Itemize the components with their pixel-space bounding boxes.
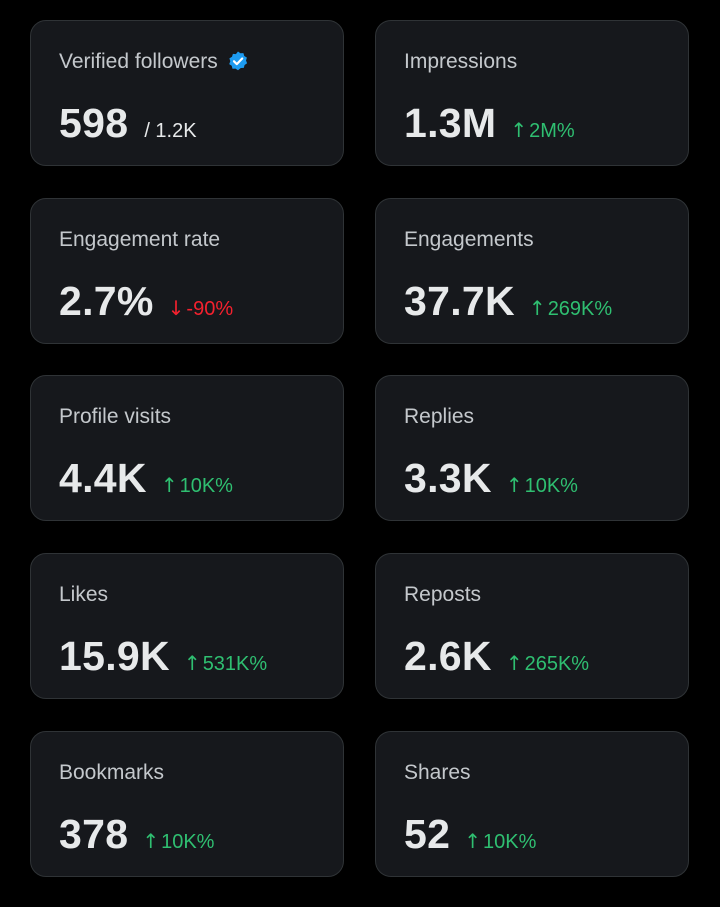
metric-change: ↑ 2M% — [510, 118, 574, 143]
impressions-card[interactable]: Impressions 1.3M ↑ 2M% — [375, 20, 689, 166]
likes-card[interactable]: Likes 15.9K ↑ 531K% — [30, 553, 344, 699]
card-label-row: Replies — [404, 404, 474, 430]
engagement-rate-card[interactable]: Engagement rate 2.7% ↓ -90% — [30, 198, 344, 344]
profile-visits-card[interactable]: Profile visits 4.4K ↑ 10K% — [30, 375, 344, 521]
arrow-up-icon: ↑ — [528, 296, 546, 320]
reposts-card[interactable]: Reposts 2.6K ↑ 265K% — [375, 553, 689, 699]
metric-value: 37.7K — [404, 278, 515, 324]
card-value-row: 1.3M ↑ 2M% — [404, 99, 575, 147]
metric-total: / 1.2K — [144, 120, 197, 142]
card-label: Likes — [59, 583, 109, 606]
replies-card[interactable]: Replies 3.3K ↑ 10K% — [375, 375, 689, 521]
card-label-row: Engagements — [404, 227, 534, 253]
metric-value: 2.7% — [59, 278, 154, 324]
card-value-row: 15.9K ↑ 531K% — [59, 632, 267, 680]
change-value: 10K% — [524, 475, 578, 497]
metric-value: 598 — [59, 100, 129, 146]
metric-change: ↑ 10K% — [142, 829, 214, 854]
engagements-card[interactable]: Engagements 37.7K ↑ 269K% — [375, 198, 689, 344]
metric-value: 3.3K — [404, 455, 492, 501]
change-value: -90% — [186, 298, 234, 320]
card-value-row: 2.7% ↓ -90% — [59, 277, 233, 325]
card-label: Verified followers — [59, 50, 218, 73]
card-label: Bookmarks — [59, 761, 165, 784]
metric-change: ↓ -90% — [168, 296, 233, 321]
arrow-down-icon: ↓ — [167, 296, 185, 320]
metric-value: 1.3M — [404, 100, 497, 146]
change-value: 269K% — [547, 298, 613, 320]
metric-value: 15.9K — [59, 633, 170, 679]
card-label-row: Verified followers — [59, 49, 250, 75]
card-label-row: Reposts — [404, 582, 481, 608]
card-label: Engagement rate — [59, 228, 221, 251]
verified-followers-card[interactable]: Verified followers 598 / 1.2K — [30, 20, 344, 166]
metric-value: 2.6K — [404, 633, 492, 679]
bookmarks-card[interactable]: Bookmarks 378 ↑ 10K% — [30, 731, 344, 877]
change-value: 2M% — [529, 120, 575, 142]
change-value: 265K% — [524, 653, 590, 675]
card-label: Replies — [404, 405, 475, 428]
card-value-row: 37.7K ↑ 269K% — [404, 277, 612, 325]
card-label: Shares — [404, 761, 471, 784]
card-label-row: Impressions — [404, 49, 517, 75]
card-label-row: Shares — [404, 760, 471, 786]
card-value-row: 3.3K ↑ 10K% — [404, 454, 578, 502]
arrow-up-icon: ↑ — [510, 118, 528, 142]
card-value-row: 2.6K ↑ 265K% — [404, 632, 589, 680]
arrow-up-icon: ↑ — [160, 473, 178, 497]
change-value: 531K% — [202, 653, 268, 675]
card-value-row: 598 / 1.2K — [59, 99, 197, 147]
arrow-up-icon: ↑ — [505, 473, 523, 497]
metric-change: ↑ 10K% — [161, 473, 233, 498]
metric-change: ↑ 10K% — [506, 473, 578, 498]
card-label: Engagements — [404, 228, 534, 251]
shares-card[interactable]: Shares 52 ↑ 10K% — [375, 731, 689, 877]
change-value: 10K% — [179, 475, 233, 497]
arrow-up-icon: ↑ — [464, 829, 481, 853]
card-label: Reposts — [404, 583, 482, 606]
card-label-row: Profile visits — [59, 404, 171, 430]
card-label-row: Likes — [59, 582, 108, 608]
card-label: Profile visits — [59, 405, 172, 428]
verified-badge-icon — [226, 50, 250, 74]
metric-change: ↑ 531K% — [184, 651, 267, 676]
metric-value: 52 — [404, 811, 451, 857]
arrow-up-icon: ↑ — [183, 651, 201, 675]
change-value: 10K% — [482, 831, 537, 853]
metric-value: 378 — [59, 811, 129, 857]
arrow-up-icon: ↑ — [505, 651, 523, 675]
card-label-row: Engagement rate — [59, 227, 220, 253]
metric-change: ↑ 269K% — [529, 296, 612, 321]
metric-value: 4.4K — [59, 455, 147, 501]
change-value: 10K% — [161, 831, 215, 853]
card-value-row: 378 ↑ 10K% — [59, 810, 214, 858]
card-label-row: Bookmarks — [59, 760, 164, 786]
metric-change: ↑ 265K% — [506, 651, 589, 676]
card-value-row: 4.4K ↑ 10K% — [59, 454, 233, 502]
arrow-up-icon: ↑ — [142, 829, 160, 853]
metric-change: ↑ 10K% — [464, 829, 536, 854]
card-label: Impressions — [404, 50, 518, 73]
card-value-row: 52 ↑ 10K% — [404, 810, 536, 858]
